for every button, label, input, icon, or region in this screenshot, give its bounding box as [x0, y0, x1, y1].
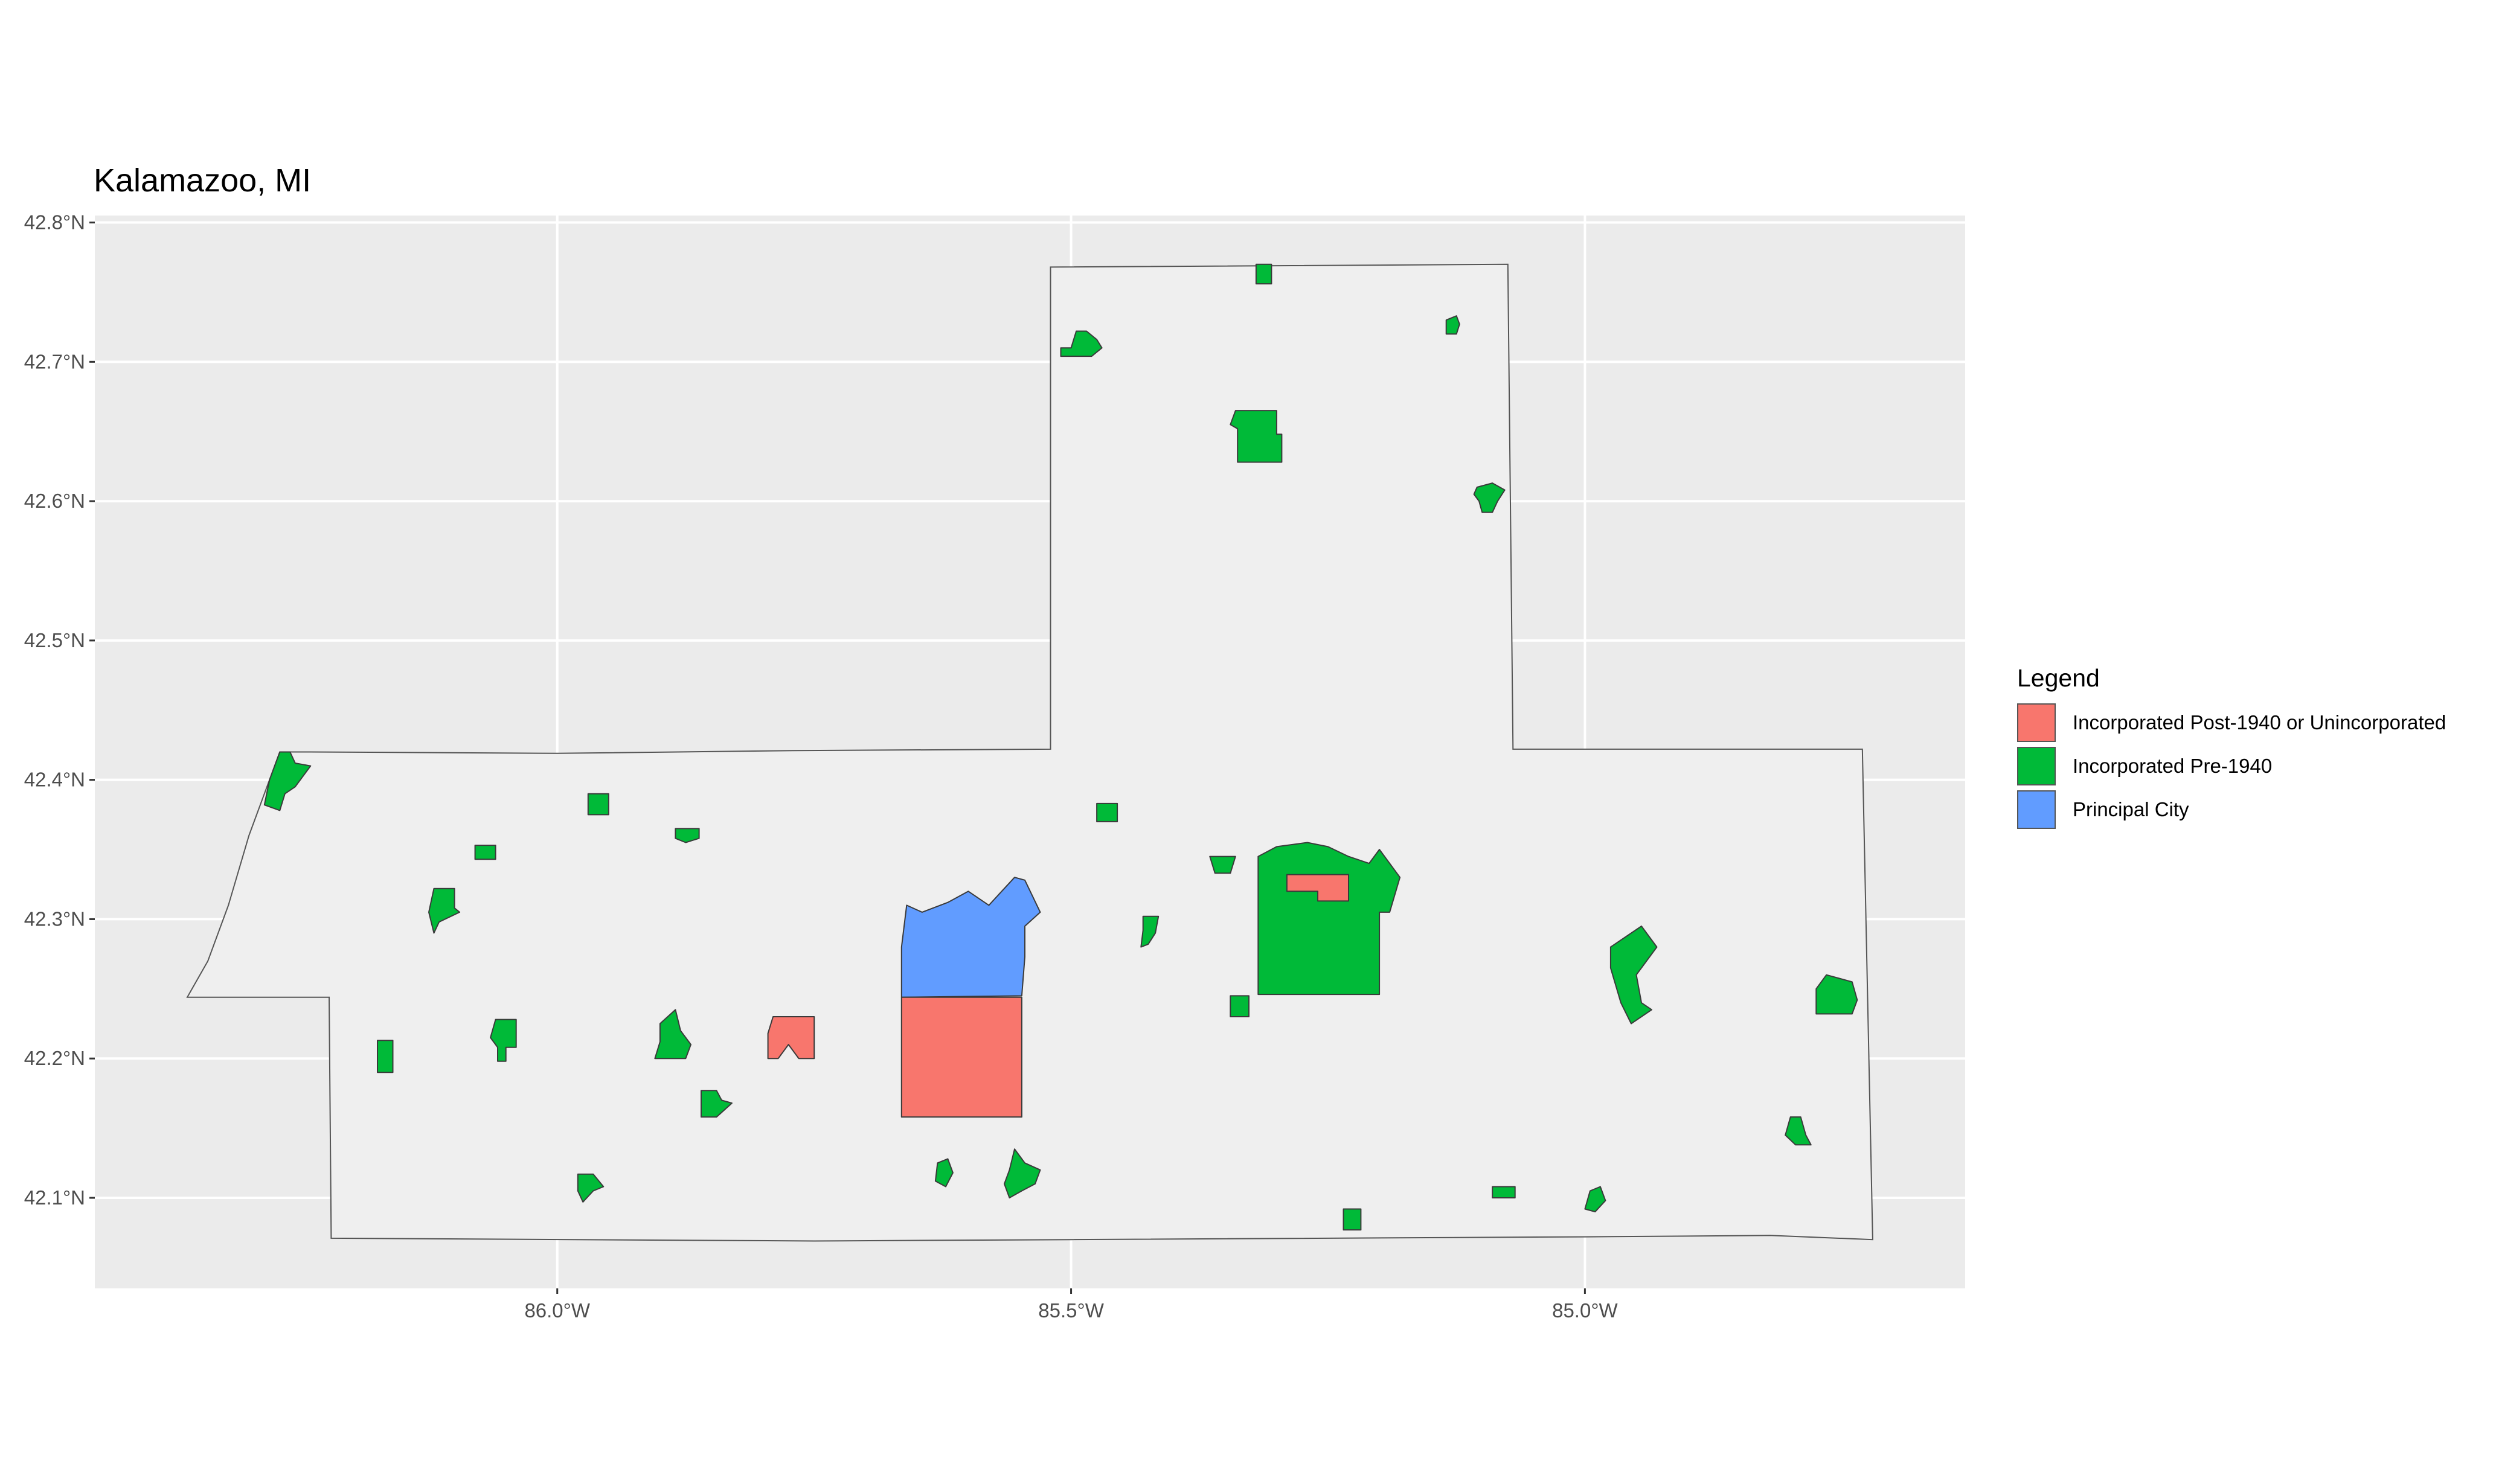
place-polygon [577, 1173, 605, 1203]
place-polygon [1343, 1208, 1362, 1231]
place-polygon [587, 793, 609, 816]
place-polygon [263, 751, 312, 811]
x-tick-label: 85.0°W [1552, 1299, 1618, 1322]
place-polygon [1286, 874, 1349, 902]
legend-item-post-1940: Incorporated Post-1940 or Unincorporated [2017, 701, 2446, 744]
y-tick-label: 42.2°N [24, 1047, 85, 1069]
place-polygon [1609, 926, 1658, 1025]
y-tick-label: 42.8°N [24, 211, 85, 234]
place-polygon [1004, 1148, 1041, 1198]
place-polygon [1492, 1186, 1516, 1198]
place-polygon [701, 1090, 733, 1118]
place-polygon [490, 1019, 517, 1062]
place-polygon [900, 877, 1041, 998]
y-tick-label: 42.1°N [24, 1186, 85, 1209]
y-tick-label: 42.6°N [24, 490, 85, 512]
legend: Legend Incorporated Post-1940 or Unincor… [2017, 664, 2446, 831]
y-tick-label: 42.5°N [24, 629, 85, 651]
place-polygon [1445, 315, 1460, 335]
place-polygon [654, 1009, 691, 1060]
place-polygon [1096, 802, 1118, 822]
legend-label-principal-city: Principal City [2073, 798, 2189, 820]
place-polygon [934, 1158, 954, 1188]
county-boundary [186, 263, 1873, 1242]
place-polygon [474, 845, 496, 860]
places-layer [263, 263, 1858, 1231]
place-polygon [428, 888, 461, 934]
place-polygon [1473, 482, 1506, 513]
legend-key-principal-city [2017, 790, 2056, 829]
place-polygon [1584, 1186, 1606, 1213]
place-polygon [1257, 842, 1401, 996]
legend-title: Legend [2017, 664, 2100, 692]
legend-item-principal-city: Principal City [2017, 788, 2446, 831]
place-polygon [1815, 974, 1858, 1015]
place-polygon [377, 1040, 394, 1073]
place-polygon [1230, 410, 1283, 463]
map-title: Kalamazoo, MI [94, 162, 312, 199]
place-polygon [1140, 915, 1160, 948]
place-polygon [767, 1016, 815, 1060]
axes: 42.8°N 42.7°N 42.6°N 42.5°N 42.4°N 42.3°N 42.2… [24, 211, 1619, 1322]
x-tick-label: 85.5°W [1038, 1299, 1104, 1322]
place-polygon [675, 828, 700, 843]
legend-key-pre-1940 [2017, 747, 2056, 785]
y-tick-label: 42.4°N [24, 769, 85, 791]
legend-label-post-1940: Incorporated Post-1940 or Unincorporated [2073, 711, 2446, 734]
legend-key-post-1940 [2017, 703, 2056, 742]
place-polygon [1209, 856, 1236, 874]
legend-item-pre-1940: Incorporated Pre-1940 [2017, 744, 2446, 788]
county-outline [186, 263, 1873, 1242]
place-polygon [900, 996, 1022, 1118]
place-polygon [1060, 330, 1103, 357]
place-polygon [1230, 995, 1250, 1017]
legend-label-pre-1940: Incorporated Pre-1940 [2073, 755, 2273, 777]
y-tick-label: 42.3°N [24, 907, 85, 930]
place-polygon [1255, 263, 1272, 285]
y-tick-label: 42.7°N [24, 350, 85, 373]
x-tick-label: 86.0°W [524, 1299, 590, 1322]
place-polygon [1785, 1116, 1812, 1146]
